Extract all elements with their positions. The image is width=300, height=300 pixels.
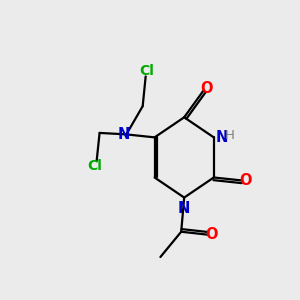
Text: O: O bbox=[200, 81, 213, 96]
Text: N: N bbox=[117, 127, 130, 142]
Text: N: N bbox=[215, 130, 228, 145]
Text: Cl: Cl bbox=[88, 160, 103, 173]
Text: O: O bbox=[205, 227, 218, 242]
Text: N: N bbox=[178, 201, 190, 216]
Text: H: H bbox=[225, 129, 235, 142]
Text: Cl: Cl bbox=[139, 64, 154, 78]
Text: O: O bbox=[239, 173, 252, 188]
